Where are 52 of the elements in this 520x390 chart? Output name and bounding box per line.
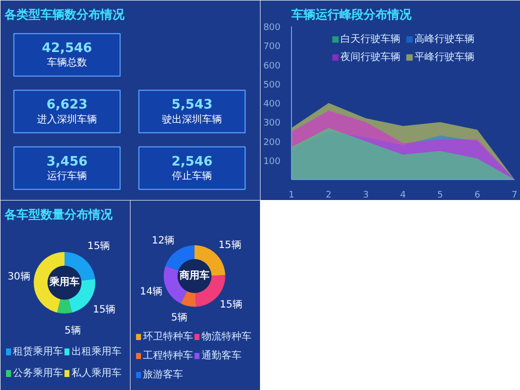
y-tick-label: 100	[263, 156, 281, 167]
chart-title: 各车型数量分布情况	[4, 208, 114, 222]
text: 3,456	[46, 154, 88, 170]
data-label: 12辆	[152, 234, 175, 247]
legend-label: 私人乘用车	[71, 367, 122, 380]
y-tick-label: 200	[263, 138, 281, 148]
text: 车辆总数	[47, 56, 87, 69]
data-label: 15辆	[220, 298, 243, 311]
legend-label: 物流特种车	[201, 330, 252, 342]
data-label: 15辆	[87, 240, 110, 252]
text: 6,623	[46, 98, 88, 113]
legend-label: 高峰行驶车辆	[414, 32, 474, 46]
x-tick-label: 3	[362, 190, 369, 200]
legend-label: 白天行驶车辆	[340, 32, 400, 46]
y-tick-label: 400	[263, 100, 281, 110]
text: 商用车	[178, 270, 210, 282]
x-tick-label: 2	[326, 190, 332, 200]
x-tick-label: 5	[437, 190, 444, 200]
legend-label: 公务乘用车	[12, 367, 63, 380]
data-label: 15辆	[92, 304, 116, 316]
text: 运行车辆	[47, 170, 87, 182]
text: 5,543	[171, 98, 213, 113]
text: 各类型车辆数分布情况	[4, 8, 126, 22]
y-tick-label: 300	[263, 118, 281, 129]
data-label: 5辆	[64, 324, 81, 337]
legend-label: 环卫特种车	[142, 330, 193, 342]
text: 乘用车	[48, 276, 80, 288]
legend-label: 夜间行驶车辆	[340, 50, 400, 64]
legend-label: 旅游客车	[142, 368, 183, 381]
data-label: 5辆	[171, 311, 188, 324]
y-tick-label: 800	[263, 23, 281, 33]
legend-label: 工程特种车	[142, 350, 193, 362]
legend-label: 平峰行驶车辆	[414, 50, 474, 64]
text: 驶出深圳车辆	[162, 113, 222, 126]
data-label: 15辆	[218, 238, 242, 251]
y-tick-label: 700	[263, 42, 281, 52]
chart-title: 车辆运行峰段分布情况	[290, 8, 412, 22]
data-label: 14辆	[140, 286, 163, 298]
y-tick-label: 500	[263, 80, 281, 90]
data-label: 30辆	[8, 270, 30, 282]
legend-label: 通勤客车	[201, 350, 242, 362]
x-tick-label: 6	[474, 190, 480, 200]
text: 2,546	[171, 154, 213, 170]
x-tick-label: 1	[288, 190, 294, 200]
x-tick-label: 4	[400, 190, 406, 200]
y-tick-label: 600	[263, 61, 281, 72]
legend-label: 出租乘用车	[71, 345, 122, 358]
text: 进入深圳车辆	[37, 113, 97, 126]
text: 42,546	[42, 41, 92, 56]
x-tick-label: 7	[512, 190, 518, 200]
text: 停止车辆	[172, 170, 212, 182]
legend-label: 租赁乘用车	[12, 345, 63, 358]
